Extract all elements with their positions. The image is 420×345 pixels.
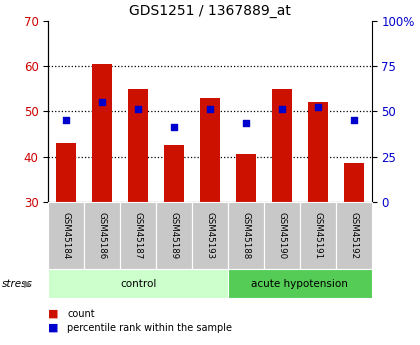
Title: GDS1251 / 1367889_at: GDS1251 / 1367889_at xyxy=(129,4,291,18)
Bar xyxy=(128,89,148,202)
Point xyxy=(243,120,249,125)
Bar xyxy=(56,143,76,202)
Point xyxy=(350,118,357,123)
Text: GSM45184: GSM45184 xyxy=(62,212,71,259)
Text: stress: stress xyxy=(2,279,33,289)
Point xyxy=(171,124,177,130)
Text: count: count xyxy=(67,309,95,319)
Bar xyxy=(92,64,112,202)
Text: GSM45191: GSM45191 xyxy=(313,212,322,259)
Text: ■: ■ xyxy=(48,323,59,333)
Bar xyxy=(308,102,328,202)
Text: ■: ■ xyxy=(48,309,59,319)
Point xyxy=(63,118,70,123)
Point xyxy=(99,99,105,105)
Bar xyxy=(344,163,364,202)
Bar xyxy=(164,145,184,202)
Bar xyxy=(200,98,220,202)
Text: GSM45193: GSM45193 xyxy=(205,212,215,259)
Text: percentile rank within the sample: percentile rank within the sample xyxy=(67,323,232,333)
Text: GSM45187: GSM45187 xyxy=(134,212,143,259)
Text: GSM45190: GSM45190 xyxy=(277,212,286,259)
Text: GSM45186: GSM45186 xyxy=(98,212,107,259)
Text: GSM45188: GSM45188 xyxy=(241,212,250,259)
Bar xyxy=(272,89,292,202)
Point xyxy=(315,104,321,109)
Bar xyxy=(236,154,256,202)
Point xyxy=(135,106,142,112)
Text: control: control xyxy=(120,279,156,289)
Text: ▶: ▶ xyxy=(24,279,31,289)
Text: acute hypotension: acute hypotension xyxy=(252,279,348,289)
Text: GSM45189: GSM45189 xyxy=(170,212,178,259)
Text: GSM45192: GSM45192 xyxy=(349,212,358,259)
Point xyxy=(278,106,285,112)
Point xyxy=(207,106,213,112)
